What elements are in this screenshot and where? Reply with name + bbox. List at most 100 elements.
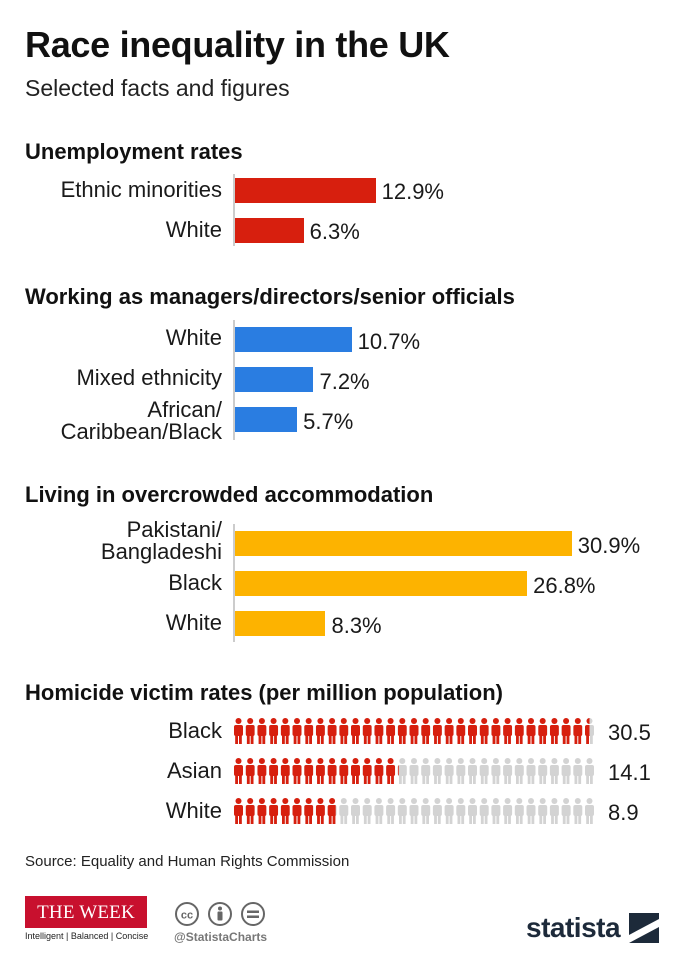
person-icon — [269, 758, 279, 784]
person-icon — [573, 758, 583, 784]
person-icon — [549, 718, 559, 744]
person-icon — [397, 758, 407, 784]
value-label: 26.8% — [533, 573, 596, 598]
person-icon — [479, 718, 489, 744]
person-icon — [245, 798, 255, 824]
category-label: Asian — [166, 758, 222, 783]
section-title-managers: Working as managers/directors/senior off… — [25, 284, 515, 309]
person-icon — [561, 718, 571, 744]
person-icon — [491, 798, 501, 824]
person-icon — [503, 758, 513, 784]
homicide-value-label: 14.1 — [608, 760, 651, 785]
person-icon — [339, 758, 349, 784]
bar — [235, 571, 528, 596]
statista-logo: statista — [526, 912, 659, 946]
axis-line-overcrowded — [233, 524, 235, 642]
person-icon — [351, 718, 360, 744]
person-icon — [503, 798, 513, 824]
homicide-value-label: 30.5 — [608, 720, 651, 745]
person-icon — [468, 798, 477, 824]
person-icon — [432, 798, 442, 824]
person-icon — [573, 718, 583, 744]
cc-icon — [175, 902, 199, 926]
person-icon — [479, 758, 489, 784]
person-icon — [386, 718, 396, 744]
person-icon — [362, 798, 372, 824]
person-icon — [374, 758, 384, 784]
person-icon — [444, 758, 454, 784]
person-icon — [397, 718, 407, 744]
value-label: 6.3% — [309, 219, 360, 244]
attribution-icon — [208, 902, 232, 926]
person-icon — [444, 718, 454, 744]
person-icon — [327, 758, 337, 784]
category-label: African/ Caribbean/Black — [60, 397, 222, 444]
axis-line-managers — [233, 320, 235, 440]
bar — [235, 531, 572, 556]
person-icon — [479, 798, 489, 824]
person-icon — [280, 798, 290, 824]
person-icon — [421, 718, 431, 744]
person-icon — [468, 758, 477, 784]
statista-handle: @StatistaCharts — [174, 930, 268, 944]
person-icon — [339, 718, 349, 744]
person-icon — [327, 718, 337, 744]
person-icon — [315, 798, 325, 824]
person-icon — [491, 718, 501, 744]
category-label: Black — [168, 570, 222, 595]
person-icon-row — [234, 718, 594, 744]
person-icon — [257, 718, 267, 744]
value-label: 5.7% — [303, 409, 354, 434]
person-icon — [269, 718, 279, 744]
person-icon — [292, 798, 302, 824]
person-icon — [269, 798, 279, 824]
person-icon — [421, 798, 431, 824]
bar — [235, 327, 352, 352]
svg-text:cc: cc — [181, 910, 193, 922]
category-label: White — [165, 610, 222, 635]
person-icon — [432, 758, 442, 784]
section-title-overcrowded: Living in overcrowded accommodation — [25, 482, 434, 507]
person-icon — [538, 718, 548, 744]
person-icon — [538, 798, 548, 824]
category-label: Mixed ethnicity — [76, 365, 222, 390]
person-icon — [351, 798, 360, 824]
person-icon — [456, 758, 466, 784]
person-icon — [362, 718, 372, 744]
axis-line-unemployment — [233, 174, 235, 246]
person-icon — [549, 798, 559, 824]
value-label: 12.9% — [381, 179, 444, 204]
page-subtitle: Selected facts and figures — [25, 75, 290, 101]
person-icon — [503, 718, 513, 744]
the-week-logo-box: THE WEEK — [25, 896, 147, 928]
category-label: White — [165, 325, 222, 350]
value-label: 30.9% — [577, 533, 641, 558]
bar — [235, 611, 326, 636]
person-icon — [386, 758, 396, 784]
category-label: Ethnic minorities — [60, 177, 222, 202]
source-note: Source: Equality and Human Rights Commis… — [25, 853, 350, 870]
person-icon — [456, 718, 466, 744]
person-icon — [585, 758, 594, 784]
person-icon-row — [234, 758, 594, 784]
person-icon — [374, 798, 384, 824]
page-title: Race inequality in the UK — [25, 24, 450, 65]
creative-commons-icons: cc — [175, 902, 265, 926]
person-icon — [561, 758, 571, 784]
person-icon — [339, 798, 349, 824]
person-icon — [397, 765, 399, 776]
person-icon — [245, 718, 255, 744]
person-icon — [327, 798, 336, 824]
person-icon — [549, 758, 559, 784]
section-title-homicide: Homicide victim rates (per million popul… — [25, 680, 503, 705]
person-icon — [538, 758, 548, 784]
value-label: 7.2% — [319, 369, 370, 394]
person-icon — [280, 758, 290, 784]
person-icon — [304, 718, 314, 744]
person-icon-row — [234, 798, 594, 824]
person-icon — [526, 758, 536, 784]
person-icon — [315, 718, 325, 744]
person-icon — [245, 758, 255, 784]
category-label: Pakistani/ Bangladeshi — [100, 517, 222, 564]
value-label: 10.7% — [357, 329, 421, 354]
